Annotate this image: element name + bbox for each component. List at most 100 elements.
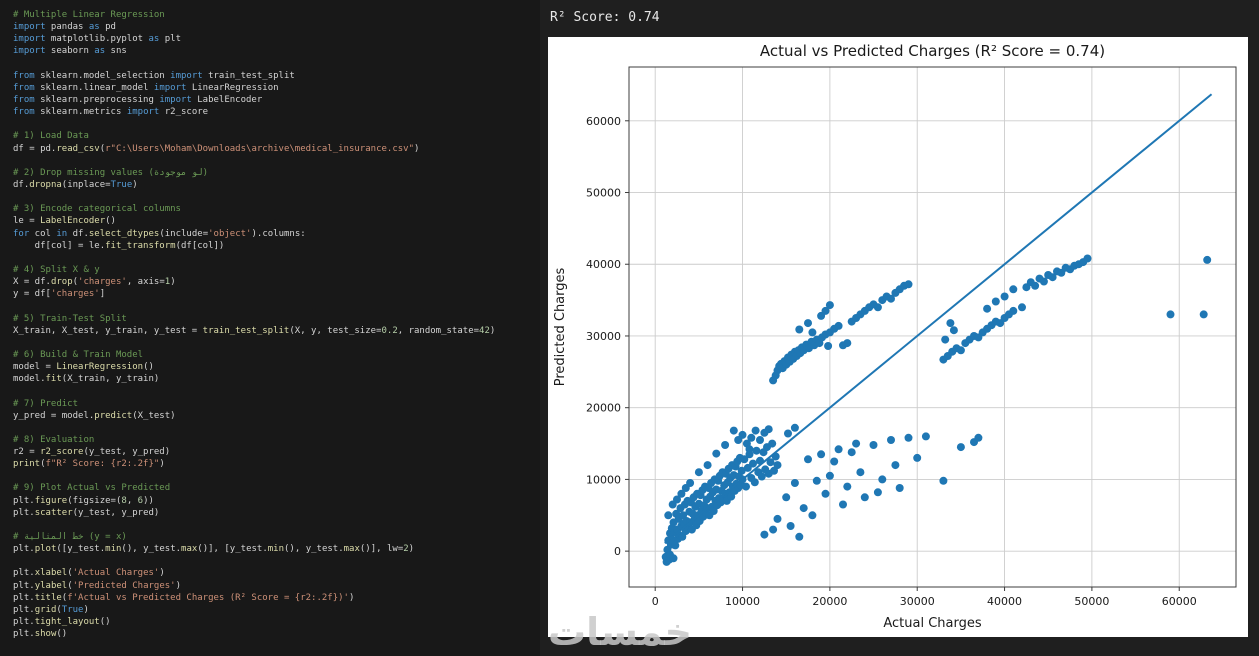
code-line[interactable]: import pandas as pd bbox=[13, 21, 534, 33]
code-token: # 3) Encode categorical columns bbox=[13, 204, 181, 215]
code-line[interactable]: # خط المثالية (y = x) bbox=[13, 531, 534, 543]
code-line[interactable]: plt.grid(True) bbox=[13, 604, 534, 616]
code-line[interactable]: plt.xlabel('Actual Charges') bbox=[13, 567, 534, 579]
scatter-point bbox=[887, 436, 895, 444]
code-token: sklearn.metrics bbox=[34, 107, 127, 118]
code-line[interactable]: # 9) Plot Actual vs Predicted bbox=[13, 482, 534, 494]
scatter-point bbox=[756, 436, 764, 444]
code-token: 8 bbox=[121, 495, 127, 506]
code-line[interactable]: plt.scatter(y_test, y_pred) bbox=[13, 507, 534, 519]
scatter-points bbox=[661, 254, 1212, 566]
code-line[interactable]: for col in df.select_dtypes(include='obj… bbox=[13, 228, 534, 240]
scatter-point bbox=[1199, 310, 1208, 319]
code-line[interactable] bbox=[13, 422, 534, 434]
code-token: from bbox=[13, 107, 35, 118]
code-line[interactable]: import matplotlib.pyplot as plt bbox=[13, 33, 534, 45]
code-editor[interactable]: # Multiple Linear Regression import panda… bbox=[0, 0, 540, 656]
code-line[interactable]: import seaborn as sns bbox=[13, 45, 534, 57]
code-token: ) bbox=[348, 592, 355, 603]
code-line[interactable] bbox=[13, 58, 534, 70]
code-line[interactable]: # Multiple Linear Regression bbox=[13, 9, 534, 21]
code-token: sns bbox=[105, 46, 127, 57]
x-tick-label: 50000 bbox=[1074, 595, 1109, 608]
code-line[interactable]: # 5) Train-Test Split bbox=[13, 313, 534, 325]
code-line[interactable]: y = df['charges'] bbox=[13, 288, 534, 300]
code-line[interactable]: df[col] = le.fit_transform(df[col]) bbox=[13, 240, 534, 252]
scatter-point bbox=[949, 326, 958, 335]
scatter-point bbox=[1000, 292, 1009, 301]
code-line[interactable]: plt.title(f'Actual vs Predicted Charges … bbox=[13, 592, 534, 604]
code-line[interactable]: plt.tight_layout() bbox=[13, 616, 534, 628]
code-line[interactable]: from sklearn.preprocessing import LabelE… bbox=[13, 94, 534, 106]
code-line[interactable]: print(f"R² Score: {r2:.2f}") bbox=[13, 458, 534, 470]
code-token: # 9) Plot Actual vs Predicted bbox=[13, 483, 171, 494]
code-line[interactable]: # 3) Encode categorical columns bbox=[13, 203, 534, 215]
code-token: plt bbox=[159, 34, 181, 45]
code-token: (figsize=( bbox=[67, 495, 122, 506]
code-line[interactable]: df.dropna(inplace=True) bbox=[13, 179, 534, 191]
scatter-point bbox=[737, 466, 746, 475]
code-token: (inplace= bbox=[61, 179, 111, 190]
code-line[interactable] bbox=[13, 555, 534, 567]
scatter-point bbox=[764, 425, 773, 434]
scatter-point bbox=[1009, 306, 1018, 315]
code-line[interactable]: model.fit(X_train, y_train) bbox=[13, 373, 534, 385]
code-token: fit bbox=[45, 374, 62, 385]
code-line[interactable]: X = df.drop('charges', axis=1) bbox=[13, 276, 534, 288]
code-line[interactable]: from sklearn.linear_model import LinearR… bbox=[13, 82, 534, 94]
scatter-point bbox=[740, 455, 749, 464]
scatter-point bbox=[991, 297, 1000, 306]
code-line[interactable]: # 7) Predict bbox=[13, 398, 534, 410]
code-line[interactable] bbox=[13, 300, 534, 312]
code-line[interactable]: # 6) Build & Train Model bbox=[13, 349, 534, 361]
code-line[interactable] bbox=[13, 519, 534, 531]
scatter-point bbox=[709, 507, 718, 515]
code-line[interactable]: model = LinearRegression() bbox=[13, 361, 534, 373]
code-line[interactable]: from sklearn.metrics import r2_score bbox=[13, 106, 534, 118]
scatter-point bbox=[799, 504, 808, 513]
code-line[interactable]: plt.show() bbox=[13, 628, 534, 640]
code-token: () bbox=[99, 617, 111, 628]
code-line[interactable]: le = LabelEncoder() bbox=[13, 215, 534, 227]
code-line[interactable] bbox=[13, 337, 534, 349]
scatter-point bbox=[712, 449, 721, 458]
code-line[interactable]: # 4) Split X & y bbox=[13, 264, 534, 276]
scatter-point bbox=[808, 511, 817, 520]
code-line[interactable] bbox=[13, 155, 534, 167]
code-token: plt. bbox=[13, 544, 35, 555]
code-token: f"R² Score: {r2:.2f}" bbox=[45, 459, 160, 470]
code-line[interactable] bbox=[13, 191, 534, 203]
code-token: plt. bbox=[13, 617, 35, 628]
code-token: max bbox=[343, 544, 360, 555]
scatter-point bbox=[752, 446, 761, 455]
code-line[interactable]: df = pd.read_csv(r"C:\Users\Moham\Downlo… bbox=[13, 143, 534, 155]
code-line[interactable] bbox=[13, 118, 534, 130]
code-line[interactable] bbox=[13, 470, 534, 482]
code-line[interactable]: y_pred = model.predict(X_test) bbox=[13, 410, 534, 422]
code-line[interactable] bbox=[13, 252, 534, 264]
code-line[interactable]: plt.plot([y_test.min(), y_test.max()], [… bbox=[13, 543, 534, 555]
scatter-point bbox=[673, 495, 681, 504]
scatter-point bbox=[782, 493, 791, 502]
code-token: figure bbox=[34, 495, 68, 506]
code-line[interactable]: from sklearn.model_selection import trai… bbox=[13, 70, 534, 82]
code-line[interactable]: # 1) Load Data bbox=[13, 130, 534, 142]
code-token: max bbox=[181, 544, 198, 555]
code-token: 'object' bbox=[208, 228, 252, 239]
x-tick-label: 0 bbox=[652, 595, 659, 608]
code-line[interactable]: r2 = r2_score(y_test, y_pred) bbox=[13, 446, 534, 458]
code-line[interactable]: X_train, X_test, y_train, y_test = train… bbox=[13, 325, 534, 337]
code-token: ) bbox=[408, 544, 415, 555]
code-line[interactable]: plt.ylabel('Predicted Charges') bbox=[13, 580, 534, 592]
scatter-chart: 0 10000 20000 30000 40000 50000 60000 0 10000 200… bbox=[553, 42, 1237, 631]
code-line[interactable]: plt.figure(figsize=(8, 6)) bbox=[13, 495, 534, 507]
code-token: predict bbox=[94, 410, 133, 421]
scatter-point bbox=[749, 459, 757, 468]
scatter-point bbox=[751, 426, 760, 435]
code-token: (), y_test. bbox=[121, 544, 182, 555]
code-line[interactable] bbox=[13, 385, 534, 397]
chart-title: Actual vs Predicted Charges (R² Score = … bbox=[760, 42, 1105, 60]
code-line[interactable]: # 8) Evaluation bbox=[13, 434, 534, 446]
code-line[interactable]: # 2) Drop missing values (لو موجودة) bbox=[13, 167, 534, 179]
scatter-point bbox=[939, 476, 948, 485]
